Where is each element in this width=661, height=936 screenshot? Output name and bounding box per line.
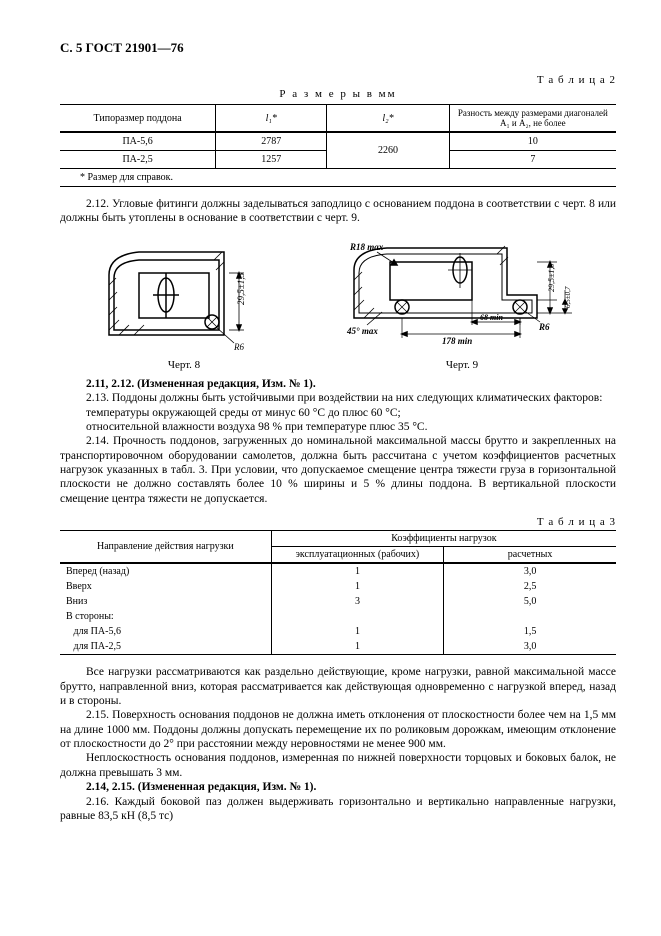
t2-r0c2: 2260 bbox=[327, 132, 449, 169]
t2-r0c1: 2787 bbox=[216, 132, 327, 151]
t2-h3: Разность между размерами диагоналей A₁ и… bbox=[449, 105, 616, 133]
p-2-14-15: 2.14, 2.15. (Измененная редакция, Изм. №… bbox=[60, 780, 616, 794]
t3-r1c0: Вверх bbox=[60, 579, 271, 594]
fig9-d178: 178 min bbox=[442, 336, 472, 346]
t3-r1c1: 1 bbox=[271, 579, 443, 594]
fig8-h: 29,5±1,5 bbox=[236, 272, 246, 304]
t2-r1c0: ПА-2,5 bbox=[60, 151, 216, 169]
p-2-13b: относительной влажности воздуха 98 % при… bbox=[60, 420, 616, 434]
fig8-r6: R6 bbox=[233, 342, 244, 352]
t3-r3c0: В стороны: bbox=[60, 609, 271, 624]
p-2-15: 2.15. Поверхность основания поддонов не … bbox=[60, 708, 616, 751]
t3-r3c2 bbox=[444, 609, 616, 624]
table2: Типоразмер поддона l₁* l₂* Разность межд… bbox=[60, 104, 616, 169]
p-after-t3: Все нагрузки рассматриваются как раздель… bbox=[60, 665, 616, 708]
page: С. 5 ГОСТ 21901—76 Т а б л и ц а 2 Р а з… bbox=[0, 0, 661, 936]
p-2-11-12: 2.11, 2.12. (Измененная редакция, Изм. №… bbox=[60, 377, 616, 391]
t2-r1c3: 7 bbox=[449, 151, 616, 169]
table3: Направление действия нагрузки Коэффициен… bbox=[60, 530, 616, 655]
fig9-caption: Черт. 9 bbox=[446, 359, 478, 371]
p-2-14: 2.14. Прочность поддонов, загруженных до… bbox=[60, 434, 616, 506]
t3-h0: Направление действия нагрузки bbox=[60, 531, 271, 564]
t3-hs2: расчетных bbox=[444, 547, 616, 564]
t3-r4c1: 1 bbox=[271, 624, 443, 639]
table2-label: Т а б л и ц а 2 bbox=[60, 74, 616, 86]
fig8-caption: Черт. 8 bbox=[168, 359, 200, 371]
fig9-r6: R6 bbox=[538, 322, 550, 332]
t3-r0c1: 1 bbox=[271, 563, 443, 579]
fig9-h1: 29,5±1,5 bbox=[547, 263, 556, 291]
p-2-13a: температуры окружающей среды от минус 60… bbox=[60, 406, 616, 420]
t2-r1c1: 1257 bbox=[216, 151, 327, 169]
t3-hs1: эксплуатационных (рабочих) bbox=[271, 547, 443, 564]
t3-r2c0: Вниз bbox=[60, 594, 271, 609]
table2-caption: Р а з м е р ы в мм bbox=[60, 88, 616, 100]
t3-r4c0: для ПА-5,6 bbox=[60, 624, 271, 639]
t2-r0c3: 10 bbox=[449, 132, 616, 151]
t3-r0c2: 3,0 bbox=[444, 563, 616, 579]
table3-label: Т а б л и ц а 3 bbox=[60, 516, 616, 528]
t3-r0c0: Вперед (назад) bbox=[60, 563, 271, 579]
p-2-13: 2.13. Поддоны должны быть устойчивыми пр… bbox=[60, 391, 616, 405]
t3-r3c1 bbox=[271, 609, 443, 624]
t3-r5c0: для ПА-2,5 bbox=[60, 639, 271, 655]
figure-9: R18 max 45° max 178 min 68 min R6 29,5±1… bbox=[342, 240, 582, 371]
t2-h2: l₂* bbox=[327, 105, 449, 133]
t3-r4c2: 1,5 bbox=[444, 624, 616, 639]
t3-r5c1: 1 bbox=[271, 639, 443, 655]
t3-r2c2: 5,0 bbox=[444, 594, 616, 609]
page-header: С. 5 ГОСТ 21901—76 bbox=[60, 40, 616, 56]
p-2-12: 2.12. Угловые фитинги должны заделыватьс… bbox=[60, 197, 616, 226]
fig9-a45: 45° max bbox=[346, 326, 378, 336]
fig9-r18: R18 max bbox=[349, 242, 384, 252]
p-2-16: 2.16. Каждый боковой паз должен выдержив… bbox=[60, 795, 616, 824]
t2-h0: Типоразмер поддона bbox=[60, 105, 216, 133]
figure-8: R6 29,5±1,5 Черт. 8 bbox=[94, 240, 274, 371]
fig9-d68: 68 min bbox=[480, 313, 503, 322]
t2-r0c0: ПА-5,6 bbox=[60, 132, 216, 151]
t3-r1c2: 2,5 bbox=[444, 579, 616, 594]
t3-hg: Коэффициенты нагрузок bbox=[271, 531, 616, 547]
t3-r5c2: 3,0 bbox=[444, 639, 616, 655]
p-2-15b: Неплоскостность основания поддонов, изме… bbox=[60, 751, 616, 780]
table2-footnote: * Размер для справок. bbox=[60, 169, 616, 187]
figures-row: R6 29,5±1,5 Черт. 8 bbox=[60, 240, 616, 371]
t3-r2c1: 3 bbox=[271, 594, 443, 609]
t2-h1: l₁* bbox=[216, 105, 327, 133]
fig9-h2: 6,5±0,7 bbox=[564, 286, 572, 308]
